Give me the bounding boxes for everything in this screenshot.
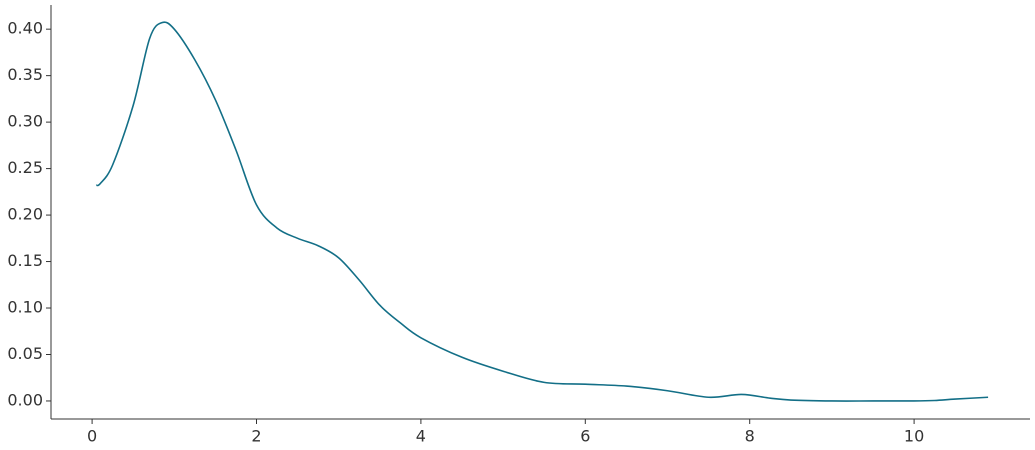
- y-tick-label: 0.40: [7, 19, 43, 38]
- line: [95, 21, 989, 402]
- x-tick-label: 4: [416, 427, 426, 446]
- y-tick-label: 0.30: [7, 112, 43, 131]
- y-tick-label: 0.00: [7, 390, 43, 409]
- x-tick-label: 2: [251, 427, 261, 446]
- y-tick-label: 0.10: [7, 298, 43, 317]
- x-tick-label: 6: [580, 427, 590, 446]
- y-tick-label: 0.20: [7, 205, 43, 224]
- y-tick-label: 0.15: [7, 251, 43, 270]
- x-tick-label: 0: [87, 427, 97, 446]
- x-tick-label: 10: [904, 427, 924, 446]
- y-tick-label: 0.05: [7, 344, 43, 363]
- y-tick-label: 0.35: [7, 65, 43, 84]
- x-tick-label: 8: [745, 427, 755, 446]
- y-tick-label: 0.25: [7, 158, 43, 177]
